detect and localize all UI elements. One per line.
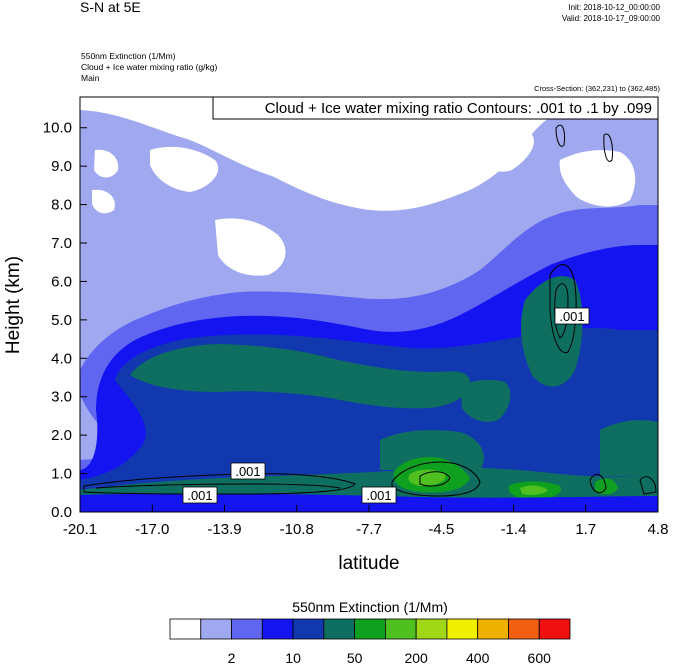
colorbar-label: 10	[285, 650, 301, 666]
colorbar-swatch	[261, 618, 294, 640]
x-axis-label: latitude	[338, 553, 399, 574]
contour-label: .001	[366, 488, 391, 503]
cross-section-label: Cross-Section: (362,231) to (362,485)	[534, 84, 660, 93]
y-tick-label: 10.0	[43, 120, 72, 137]
colorbar-label: 2	[228, 650, 236, 666]
y-tick-label: 0.0	[51, 504, 72, 521]
colorbar-swatch	[538, 618, 571, 640]
colorbar-swatch	[169, 618, 202, 640]
colorbar-swatch	[354, 618, 386, 640]
contour-label: .001	[235, 464, 260, 479]
contour-line	[603, 133, 613, 162]
y-tick-label: 7.0	[51, 235, 72, 252]
contour-line	[555, 124, 565, 147]
chart-title: S-N at 5E	[80, 0, 141, 15]
colorbar-swatch	[415, 618, 448, 640]
x-tick-label: 1.7	[575, 521, 596, 538]
y-tick-label: 6.0	[51, 273, 72, 290]
colorbar-label: 200	[404, 650, 428, 666]
colorbar-swatch	[477, 618, 509, 640]
y-tick-label: 9.0	[51, 158, 72, 175]
contour-info-text: Cloud + Ice water mixing ratio Contours:…	[265, 100, 652, 117]
contour-line	[639, 476, 657, 495]
x-tick-label: -10.8	[280, 521, 314, 538]
contour-line	[391, 461, 481, 497]
colorbar-label: 600	[528, 650, 552, 666]
contour-line	[83, 473, 356, 495]
y-tick-label: 8.0	[51, 197, 72, 214]
x-tick-label: -17.0	[135, 521, 169, 538]
y-tick-label: 2.0	[51, 427, 72, 444]
y-tick-label: 5.0	[51, 312, 72, 329]
x-tick-label: -1.4	[501, 521, 527, 538]
extinction-field	[80, 97, 658, 512]
colorbar-swatch	[384, 618, 417, 640]
y-axis: 0.0 1.0 2.0 3.0 4.0 5.0 6.0 7.0 8.0 9.0 10.0	[43, 120, 87, 521]
x-tick-label: -7.7	[356, 521, 382, 538]
colorbar-swatch	[323, 618, 356, 640]
contour-label: .001	[187, 488, 212, 503]
x-tick-label: 4.8	[648, 521, 669, 538]
colorbar: 2 10 50 200 400 600	[169, 618, 571, 666]
field-line-1: 550nm Extinction (1/Mm)	[81, 51, 176, 61]
contour-info-box	[212, 96, 659, 120]
contour-label: .001	[559, 309, 584, 324]
colorbar-title: 550nm Extinction (1/Mm)	[292, 599, 448, 615]
contour-line	[589, 473, 607, 494]
y-axis-label: Height (km)	[3, 256, 24, 354]
colorbar-swatch	[231, 618, 263, 640]
contour-line	[95, 483, 341, 489]
init-time: Init: 2018-10-12_00:00:00	[568, 3, 660, 12]
y-tick-label: 1.0	[51, 466, 72, 483]
x-tick-label: -4.5	[428, 521, 454, 538]
cloud-contours	[83, 124, 657, 497]
x-axis: -20.1 -17.0 -13.9 -10.8 -7.7 -4.5 -1.4 1.7 4.8	[63, 505, 669, 538]
contour-line	[549, 264, 577, 354]
y-tick-label: 3.0	[51, 389, 72, 406]
colorbar-swatch	[200, 618, 232, 640]
y-tick-label: 4.0	[51, 350, 72, 367]
x-tick-label: -13.9	[207, 521, 241, 538]
contour-line	[419, 471, 451, 487]
colorbar-label: 400	[466, 650, 490, 666]
x-tick-label: -20.1	[63, 521, 97, 538]
field-line-2: Cloud + Ice water mixing ratio (g/kg)	[81, 62, 217, 72]
colorbar-label: 50	[347, 650, 363, 666]
colorbar-swatch	[292, 618, 325, 640]
valid-time: Valid: 2018-10-17_09:00:00	[562, 14, 661, 23]
contour-labels: .001 .001 .001 .001	[182, 307, 590, 504]
field-line-3: Main	[81, 73, 100, 83]
colorbar-swatch	[508, 618, 540, 640]
colorbar-swatch	[446, 618, 479, 640]
